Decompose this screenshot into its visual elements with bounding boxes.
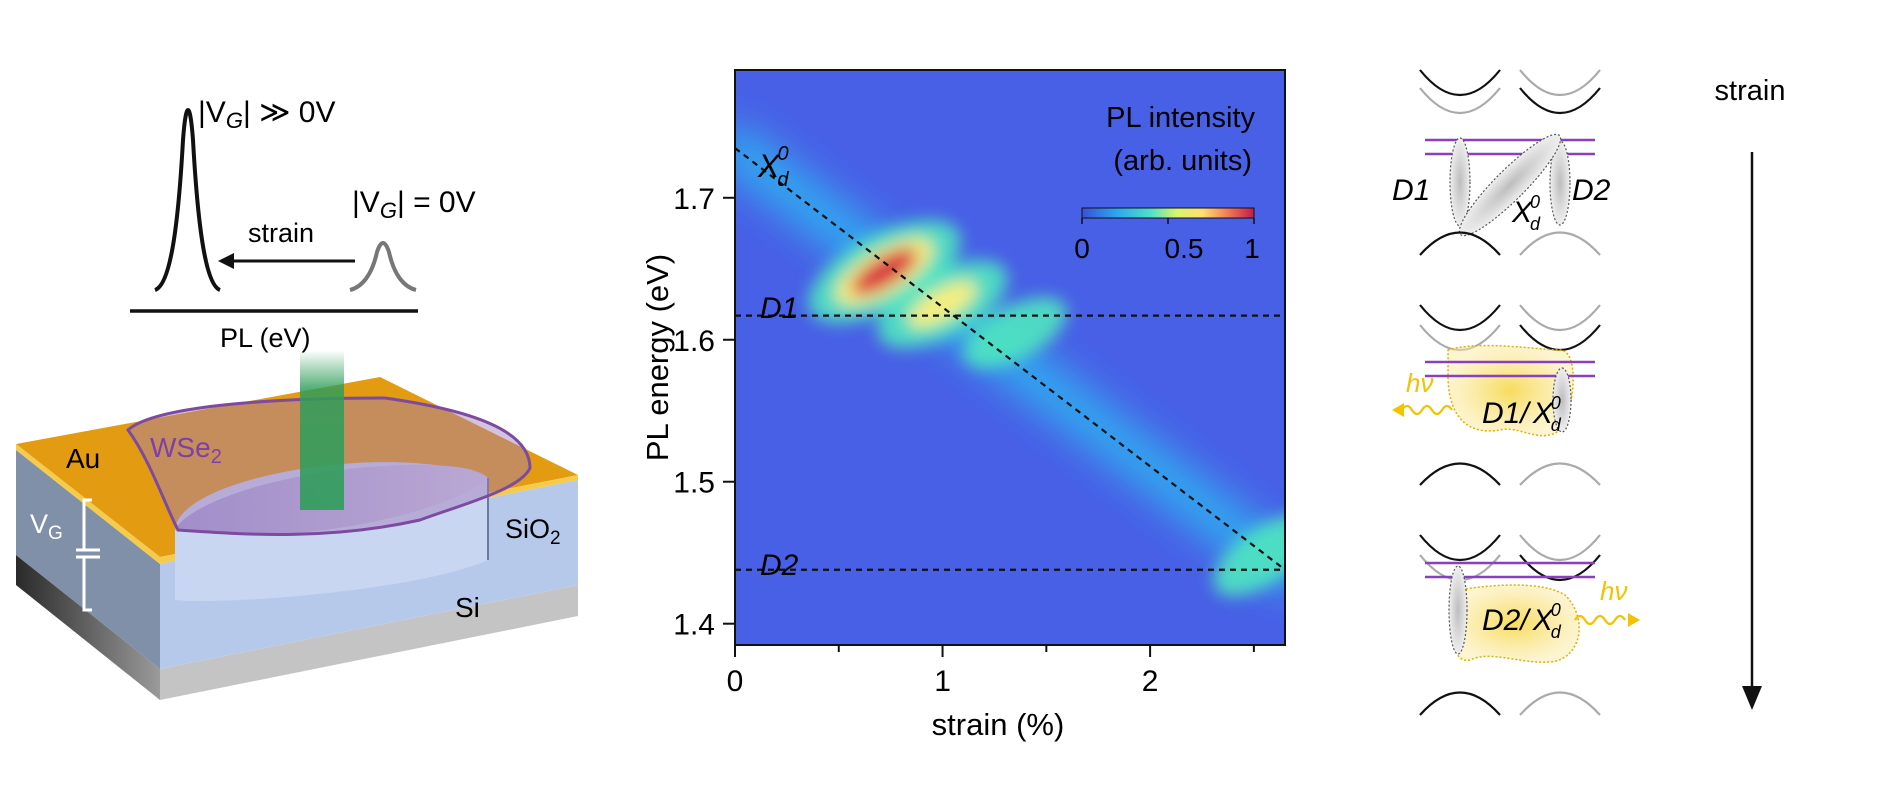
vg-label: VG [30, 509, 63, 544]
d2-ellipse [1549, 140, 1571, 226]
right-strain-arrow-head [1742, 686, 1762, 710]
bot-hv-label: hν [1600, 576, 1627, 606]
mid-hv-arrow [1392, 403, 1404, 417]
bot-yellow-wave [1450, 584, 1580, 663]
laser-beam [300, 350, 344, 510]
bot-label: D2/Xd0 [1482, 600, 1562, 642]
au-top [16, 377, 578, 557]
au-edge-front [16, 444, 160, 564]
pl-peak-zero [349, 241, 417, 292]
colorbar-label-05: 0.5 [1165, 233, 1204, 264]
vb-left [1419, 231, 1501, 256]
si-label: Si [455, 592, 480, 623]
band-diagram-bottom: hν D2/Xd0 [1419, 534, 1640, 716]
mid-cb-right-1 [1519, 304, 1601, 331]
d2-line-label: D2 [760, 549, 799, 582]
vb-right [1519, 231, 1601, 256]
bot-cb-left-1 [1419, 534, 1501, 561]
heat-blob-peak [851, 248, 918, 295]
y-tick-label: 1.5 [673, 467, 715, 500]
mid-hv-wave [1401, 404, 1453, 416]
sio2-label: SiO2 [505, 514, 561, 549]
y-tick-label: 1.7 [673, 183, 715, 216]
cb-right-2 [1519, 87, 1601, 114]
band-diagram-top: D1 D2 Xd0 [1392, 69, 1611, 256]
bot-hv-arrow [1628, 613, 1640, 627]
mid-cb-left-1 [1419, 304, 1501, 331]
bot-vb-left [1419, 691, 1501, 716]
plot-frame [734, 69, 1286, 646]
d1-line-label: D1 [760, 292, 798, 325]
band-diagram-middle: hν D1/Xd0 [1392, 304, 1601, 486]
y-axis-title: PL energy (eV) [640, 254, 675, 461]
vg-bracket-low [82, 555, 92, 612]
mid-vb-left [1419, 462, 1501, 486]
top-d1-label: D1 [1392, 174, 1430, 207]
strain-arrow-label: strain [248, 218, 314, 248]
mid-cb-right-2 [1519, 324, 1601, 351]
top-xd-label: Xd0 [1511, 192, 1541, 234]
pl-axis-label: PL (eV) [220, 323, 311, 353]
y-tick-label: 1.4 [673, 609, 715, 642]
au-label: Au [66, 443, 100, 474]
colorbar-label-0: 0 [1074, 233, 1090, 264]
si-front [16, 555, 160, 700]
right-strain-label: strain [1715, 75, 1786, 107]
wse2-label: WSe2 [150, 432, 222, 468]
xd-line-label: Xd0 [757, 143, 789, 191]
si-right [160, 585, 578, 700]
cb-left-1 [1419, 69, 1501, 96]
colorbar-title-1: PL intensity [1106, 102, 1255, 134]
heat-blob [1213, 515, 1285, 596]
mid-d2-ellipse [1552, 367, 1572, 433]
bot-cb-right-2 [1519, 554, 1601, 581]
bot-cb-right-1 [1519, 534, 1601, 561]
pl-peak-high [153, 108, 222, 292]
x-tick-label: 2 [1142, 665, 1159, 698]
colorbar [1081, 207, 1255, 219]
cb-right-1 [1519, 69, 1601, 96]
cb-left-2 [1419, 87, 1501, 114]
x-tick-label: 1 [934, 665, 951, 698]
device-schematic: |VG| ≫ 0V |VG| = 0V strain PL (eV) Au WS… [16, 96, 578, 700]
colorbar-label-1: 1 [1244, 233, 1260, 264]
svg-text:|VG| ≫ 0V: |VG| ≫ 0V [198, 96, 336, 133]
x-axis-title: strain (%) [932, 707, 1065, 742]
colorbar-title-2: (arb. units) [1113, 145, 1252, 177]
mid-vb-right [1519, 462, 1601, 486]
pl-heatmap: 0 1 2 1.4 1.5 1.6 1.7 Xd0 D1 D2 PL intensity (… [640, 69, 1286, 742]
strain-arrow-head [218, 253, 234, 269]
bot-vb-right [1519, 691, 1601, 716]
band-diagrams: D1 D2 Xd0 hν D1/Xd0 [1392, 69, 1786, 716]
ref-line-xd0 [735, 147, 1285, 571]
xd-ellipse [1458, 133, 1562, 237]
bot-d1-ellipse [1448, 565, 1468, 655]
svg-text:|VG| = 0V: |VG| = 0V [352, 186, 476, 223]
y-tick-label: 1.6 [673, 325, 715, 358]
mid-hv-label: hν [1406, 368, 1433, 398]
top-d2-label: D2 [1572, 174, 1611, 207]
sio2-front [16, 450, 160, 669]
x-tick-label: 0 [727, 665, 744, 698]
mid-label: D1/Xd0 [1482, 393, 1562, 435]
d1-ellipse [1449, 137, 1471, 227]
heat-blob [963, 297, 1067, 369]
bot-hv-wave [1574, 614, 1626, 626]
